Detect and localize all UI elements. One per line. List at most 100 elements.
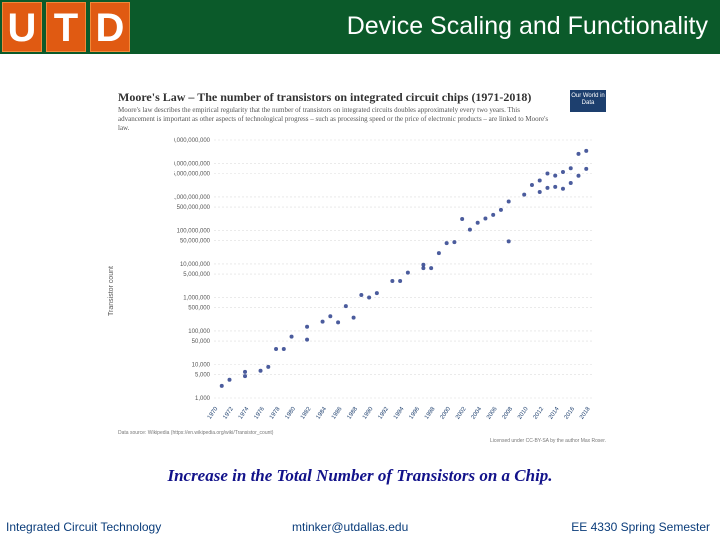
x-tick-label: 1996 [409,406,422,421]
data-point [584,148,589,153]
x-tick-label: 1978 [269,406,282,421]
data-point [359,293,364,298]
data-point [475,220,480,225]
x-tick-label: 1986 [331,406,344,421]
x-tick-label: 2018 [579,406,592,421]
footer-course: Integrated Circuit Technology [6,520,162,534]
data-point [421,266,426,271]
y-tick-label: 1,000,000,000 [174,195,211,201]
data-point [537,178,542,183]
data-point [506,239,511,244]
data-point [452,240,457,245]
data-point [367,295,372,300]
data-point [429,266,434,271]
x-tick-label: 1998 [424,406,437,421]
data-point [305,337,310,342]
x-tick-label: 1974 [238,406,251,421]
x-tick-label: 2006 [486,406,499,421]
x-tick-label: 1976 [253,406,266,421]
y-tick-label: 50,000,000,000 [174,138,211,144]
data-point [576,151,581,156]
x-tick-label: 2012 [533,406,546,421]
data-point [258,368,263,373]
owid-badge: Our World in Data [570,90,606,112]
data-point [522,192,527,197]
data-point [328,314,333,319]
x-tick-label: 2016 [564,406,577,421]
data-point [560,169,565,174]
x-tick-label: 1992 [378,406,391,421]
data-point [351,315,356,320]
data-point [398,279,403,284]
data-point [584,166,589,171]
x-tick-label: 2008 [502,406,515,421]
y-tick-label: 500,000 [188,306,210,312]
data-point [506,199,511,204]
x-tick-label: 2002 [455,406,468,421]
data-point [537,190,542,195]
footer-email: mtinker@utdallas.edu [292,520,409,534]
chart-source: Data source: Wikipedia (https://en.wikip… [118,430,274,436]
data-point [553,173,558,178]
data-point [483,216,488,221]
data-point [529,183,534,188]
data-point [243,369,248,374]
y-tick-label: 5,000,000,000 [174,172,211,178]
footer-semester: EE 4330 Spring Semester [571,520,710,534]
data-point [560,186,565,191]
y-tick-label: 5,000,000 [183,272,210,278]
x-tick-label: 2000 [440,406,453,421]
y-tick-label: 5,000 [195,373,211,379]
x-tick-label: 1990 [362,406,375,421]
x-tick-label: 1970 [207,406,220,421]
y-tick-label: 50,000,000 [180,239,211,245]
x-tick-label: 1982 [300,406,313,421]
data-point [545,171,550,176]
y-tick-label: 10,000,000 [180,262,211,268]
utd-logo: U T D [2,2,130,52]
data-point [545,185,550,190]
data-point [467,227,472,232]
logo-letter-t: T [46,2,86,52]
x-tick-label: 1994 [393,406,406,421]
x-tick-label: 1980 [284,406,297,421]
data-point [421,262,426,267]
data-point [444,241,449,246]
y-tick-label: 100,000,000 [177,228,211,234]
x-tick-label: 1984 [315,406,328,421]
x-tick-label: 1972 [222,406,235,421]
y-tick-label: 10,000,000,000 [174,161,211,167]
data-point [390,279,395,284]
data-point [460,216,465,221]
data-point [374,291,379,296]
data-point [568,181,573,186]
data-point [266,364,271,369]
x-tick-label: 2010 [517,406,530,421]
slide-header: U T D Device Scaling and Functionality [0,0,720,54]
x-tick-label: 2004 [471,406,484,421]
data-point [243,374,248,379]
data-point [491,212,496,217]
data-point [568,166,573,171]
y-tick-label: 1,000 [195,396,211,402]
y-tick-label: 500,000,000 [177,205,211,211]
y-tick-label: 50,000 [192,339,211,345]
logo-letter-d: D [90,2,130,52]
x-tick-label: 1988 [346,406,359,421]
y-tick-label: 1,000,000 [183,295,210,301]
data-point [436,251,441,256]
data-point [227,377,232,382]
chart-figure: Moore's Law – The number of transistors … [108,86,612,446]
data-point [498,207,503,212]
y-tick-label: 100,000 [188,329,210,335]
y-tick-label: 10,000 [192,362,211,368]
x-tick-label: 2014 [548,406,561,421]
logo-letter-u: U [2,2,42,52]
data-point [553,184,558,189]
data-point [219,383,224,388]
chart-description: Moore's law describes the empirical regu… [118,106,549,132]
data-point [289,334,294,339]
chart-plot: 50,000,000,000 10,000,000,000 5,000,000,00… [174,138,594,421]
data-point [320,319,325,324]
data-point [274,346,279,351]
